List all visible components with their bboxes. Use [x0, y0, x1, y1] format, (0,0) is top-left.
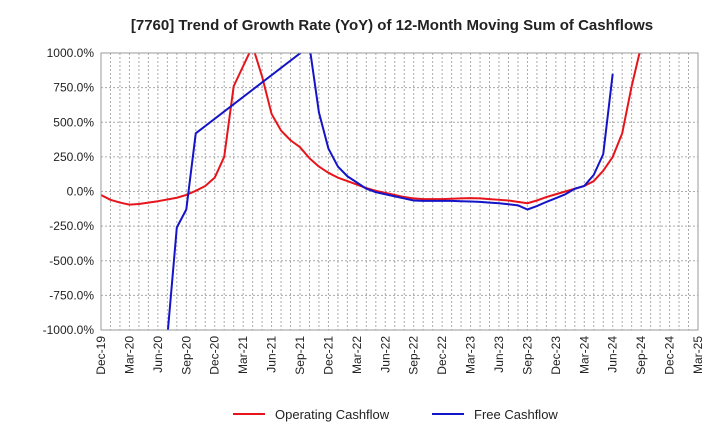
x-tick-label: Jun-24	[606, 336, 620, 373]
plot-clip	[101, 53, 641, 330]
x-tick-label: Dec-22	[435, 336, 449, 375]
x-tick-label: Sep-22	[407, 336, 421, 375]
x-tick-label: Mar-24	[577, 336, 591, 374]
y-tick-label: -750.0%	[49, 288, 94, 302]
x-tick-label: Jun-20	[151, 336, 165, 373]
x-tick-label: Mar-23	[464, 336, 478, 374]
series-line-free-cashflow	[166, 53, 614, 330]
chart-title: [7760] Trend of Growth Rate (YoY) of 12-…	[131, 17, 653, 34]
x-tick-label: Dec-24	[663, 336, 677, 375]
legend: Operating Cashflow Free Cashflow	[233, 407, 558, 422]
x-tick-label: Sep-20	[179, 336, 193, 375]
series-lines	[101, 53, 641, 330]
x-tick-label: Sep-24	[634, 336, 648, 375]
y-tick-label: 250.0%	[53, 150, 94, 164]
y-axis-ticks: 1000.0% 750.0% 500.0% 250.0% 0.0% -250.0% -500…	[43, 46, 95, 337]
y-tick-label: -1000.0%	[43, 323, 95, 337]
x-tick-label: Mar-22	[350, 336, 364, 374]
plot-border	[100, 52, 699, 331]
x-axis-ticks: Dec-19 Mar-20 Jun-20 Sep-20 Dec-20 Mar-21 Jun-…	[94, 336, 705, 375]
x-tick-label: Mar-25	[691, 336, 705, 374]
legend-label: Free Cashflow	[474, 407, 558, 422]
legend-label: Operating Cashflow	[275, 407, 390, 422]
series-line-operating-cashflow	[101, 53, 641, 206]
y-tick-label: -500.0%	[49, 254, 94, 268]
x-tick-label: Jun-23	[492, 336, 506, 373]
x-tick-label: Dec-19	[94, 336, 108, 375]
y-tick-label: 500.0%	[53, 115, 94, 129]
x-tick-label: Dec-20	[208, 336, 222, 375]
x-tick-label: Jun-22	[378, 336, 392, 373]
y-tick-label: 0.0%	[67, 185, 95, 199]
x-tick-label: Dec-23	[549, 336, 563, 375]
y-tick-label: 750.0%	[53, 81, 94, 95]
x-tick-label: Sep-23	[520, 336, 534, 375]
x-tick-label: Jun-21	[265, 336, 279, 373]
x-tick-label: Mar-20	[122, 336, 136, 374]
y-tick-label: 1000.0%	[47, 46, 95, 60]
x-tick-label: Sep-21	[293, 336, 307, 375]
y-tick-label: -250.0%	[49, 219, 94, 233]
x-tick-label: Dec-21	[321, 336, 335, 375]
x-tick-label: Mar-21	[236, 336, 250, 374]
